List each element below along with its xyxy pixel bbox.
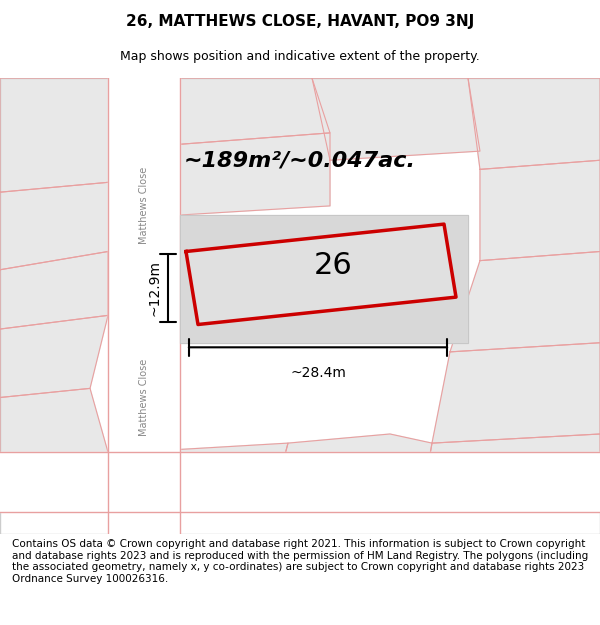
Polygon shape xyxy=(420,434,600,511)
Polygon shape xyxy=(0,179,150,270)
Text: Contains OS data © Crown copyright and database right 2021. This information is : Contains OS data © Crown copyright and d… xyxy=(12,539,588,584)
Text: ~28.4m: ~28.4m xyxy=(290,366,346,379)
Text: 26: 26 xyxy=(314,251,352,280)
Text: Matthews Close: Matthews Close xyxy=(139,168,149,244)
Polygon shape xyxy=(0,78,150,192)
Polygon shape xyxy=(0,452,132,511)
Polygon shape xyxy=(450,251,600,352)
Polygon shape xyxy=(270,434,432,511)
Text: Matthews Close: Matthews Close xyxy=(139,359,149,436)
Polygon shape xyxy=(432,342,600,443)
Text: 26, MATTHEWS CLOSE, HAVANT, PO9 3NJ: 26, MATTHEWS CLOSE, HAVANT, PO9 3NJ xyxy=(126,14,474,29)
Text: Map shows position and indicative extent of the property.: Map shows position and indicative extent… xyxy=(120,50,480,62)
Polygon shape xyxy=(0,388,108,466)
Polygon shape xyxy=(312,78,480,160)
Polygon shape xyxy=(468,78,600,169)
Polygon shape xyxy=(132,78,330,146)
Polygon shape xyxy=(150,133,330,215)
Polygon shape xyxy=(480,160,600,261)
Polygon shape xyxy=(0,316,108,398)
Bar xyxy=(0,78,600,534)
Text: ~189m²/~0.047ac.: ~189m²/~0.047ac. xyxy=(184,150,416,170)
Text: ~12.9m: ~12.9m xyxy=(148,260,162,316)
Polygon shape xyxy=(186,224,456,324)
Polygon shape xyxy=(0,251,108,329)
Polygon shape xyxy=(120,443,288,511)
Polygon shape xyxy=(180,215,468,342)
